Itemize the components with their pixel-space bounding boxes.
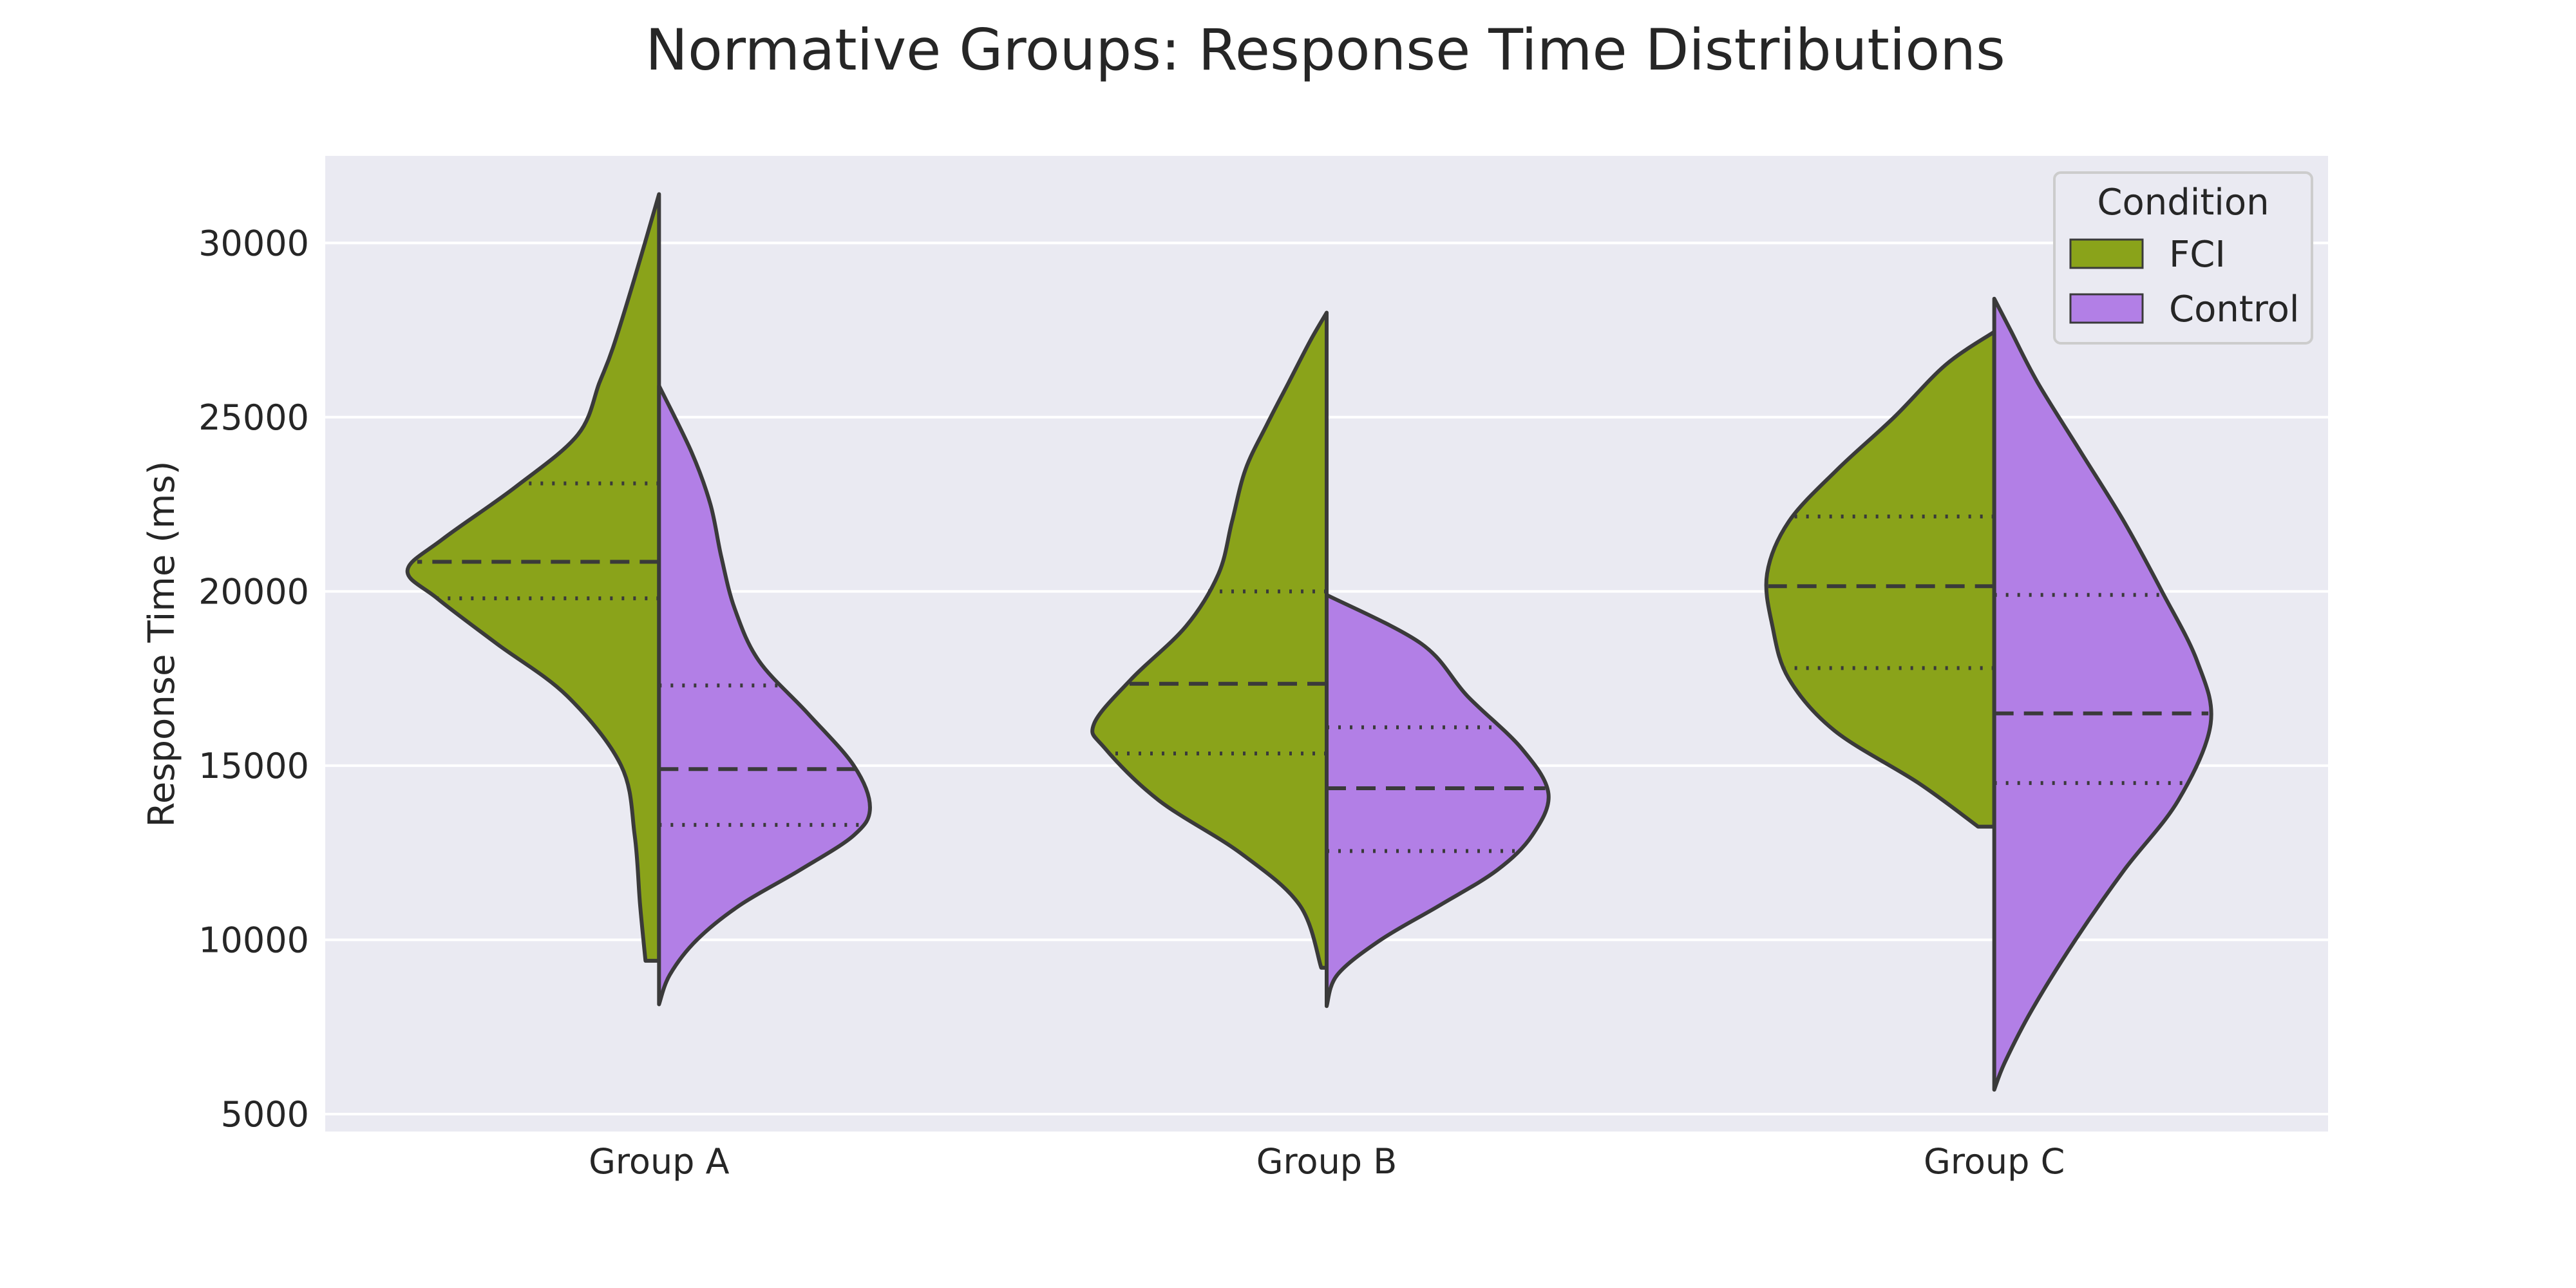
x-tick-labels: Group A Group B Group C	[589, 1141, 2065, 1182]
violins	[405, 192, 2213, 1092]
x-tick-label: Group C	[1924, 1141, 2065, 1182]
y-tick-label: 20000	[198, 571, 309, 612]
violin-control-group-a	[657, 384, 872, 1007]
violin-half-control-group-a	[657, 384, 872, 1007]
y-tick-label: 5000	[221, 1094, 309, 1135]
violin-half-control-group-b	[1325, 592, 1551, 1009]
x-tick-label: Group A	[589, 1141, 730, 1182]
y-axis-label: Response Time (ms)	[141, 460, 183, 827]
violin-half-fci-group-a	[405, 192, 661, 963]
violin-fci-group-c	[1764, 330, 1996, 829]
violin-half-fci-group-b	[1090, 310, 1329, 970]
violin-control-group-c	[1992, 296, 2213, 1092]
y-tick-label: 25000	[198, 397, 309, 438]
legend-swatch-control	[2069, 293, 2144, 324]
chart-title: Normative Groups: Response Time Distribu…	[645, 17, 2005, 83]
violin-half-control-group-c	[1992, 296, 2213, 1092]
violin-control-group-b	[1325, 592, 1551, 1009]
legend-label-fci: FCI	[2169, 234, 2226, 276]
legend-swatch-fci	[2069, 238, 2144, 269]
legend-title: Condition	[2097, 182, 2269, 223]
y-tick-label: 10000	[198, 920, 309, 960]
violin-half-fci-group-c	[1764, 330, 1996, 829]
legend-label-control: Control	[2169, 289, 2299, 330]
y-tick-labels: 5000 10000 15000 20000 25000 30000	[198, 223, 309, 1135]
y-tick-label: 30000	[198, 223, 309, 263]
x-tick-label: Group B	[1256, 1141, 1397, 1182]
violin-fci-group-b	[1090, 310, 1329, 970]
violin-fci-group-a	[405, 192, 661, 963]
legend: Condition FCI Control	[2053, 171, 2313, 345]
y-tick-label: 15000	[198, 746, 309, 786]
